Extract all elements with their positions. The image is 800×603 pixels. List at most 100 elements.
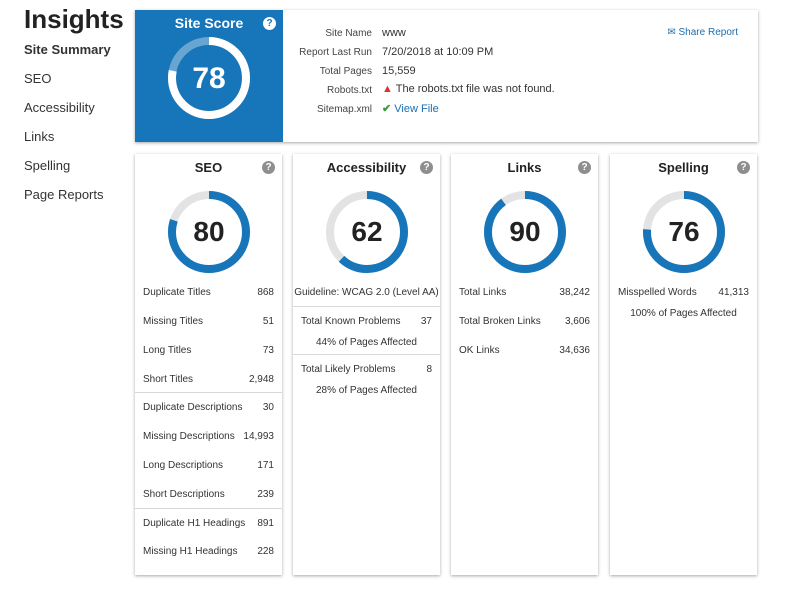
accessibility-score-ring [326, 191, 408, 273]
site-score-panel: Site Score ? 78 [135, 10, 283, 142]
view-file-link[interactable]: View File [394, 103, 439, 115]
share-report-label: Share Report [678, 27, 738, 38]
robots-txt-status: ▲ The robots.txt file was not found. [382, 83, 555, 95]
metric-label: Missing H1 Headings [143, 546, 238, 557]
sitemap-xml-label: Sitemap.xml [316, 104, 372, 115]
metric-row: Short Titles 2,948 [143, 374, 274, 385]
help-icon[interactable]: ? [737, 161, 750, 174]
metric-value: 41,313 [718, 287, 749, 298]
metric-value: 14,993 [243, 431, 274, 442]
metric-label: Total Links [459, 287, 507, 298]
metric-row: Total Likely Problems 8 [301, 364, 432, 375]
help-icon[interactable]: ? [420, 161, 433, 174]
metric-row: Duplicate Descriptions 30 [143, 402, 274, 413]
metric-row: Total Known Problems 37 [301, 316, 432, 327]
spelling-card: Spelling ? 76 Misspelled Words 41,313 100… [610, 154, 757, 575]
metric-value: 868 [257, 287, 274, 298]
accessibility-card-title: Accessibility [326, 160, 407, 175]
links-card: Links ? 90 Total Links 38,242 Total Broke… [451, 154, 598, 575]
sidebar-item-spelling[interactable]: Spelling [24, 158, 71, 173]
metric-row: Short Descriptions 239 [143, 489, 274, 500]
pages-affected-text: 44% of Pages Affected [315, 337, 417, 348]
metric-label: Duplicate Titles [143, 287, 211, 298]
total-pages-label: Total Pages [319, 66, 372, 77]
metric-row: OK Links 34,636 [459, 345, 590, 356]
divider [293, 354, 440, 355]
metric-value: 8 [426, 364, 432, 375]
divider [135, 508, 282, 509]
metric-value: 73 [262, 345, 274, 356]
seo-score-ring [168, 191, 250, 273]
warning-icon: ▲ [382, 83, 393, 95]
metric-row: Long Descriptions 171 [143, 460, 274, 471]
metric-label: Duplicate Descriptions [143, 402, 243, 413]
metric-label: Long Titles [143, 345, 192, 356]
accessibility-ring-progress [326, 191, 408, 273]
spelling-card-title: Spelling [658, 160, 709, 175]
help-icon[interactable]: ? [263, 17, 276, 30]
links-card-title: Links [507, 160, 542, 175]
site-score-ring [168, 37, 250, 119]
metric-label: Short Descriptions [143, 489, 225, 500]
site-name-label: Site Name [325, 28, 372, 39]
metric-value: 30 [262, 402, 274, 413]
share-report-link[interactable]: ✉ Share Report [667, 27, 738, 38]
metric-label: Short Titles [143, 374, 194, 385]
sidebar-item-links[interactable]: Links [24, 129, 55, 144]
metric-label: Total Likely Problems [301, 364, 396, 375]
seo-card: SEO ? 80 Duplicate Titles 868 Missing Tit… [135, 154, 282, 575]
metric-label: Total Known Problems [301, 316, 401, 327]
report-last-run-label: Report Last Run [299, 47, 372, 58]
metric-label: Missing Titles [143, 316, 204, 327]
metric-row: Missing Descriptions 14,993 [143, 431, 274, 442]
seo-score-value: 80 [193, 216, 225, 247]
metric-label: Misspelled Words [618, 287, 697, 298]
help-icon[interactable]: ? [578, 161, 591, 174]
metric-row: Total Links 38,242 [459, 287, 590, 298]
metric-label: OK Links [459, 345, 500, 356]
metric-label: Total Broken Links [459, 316, 541, 327]
sidebar-item-accessibility[interactable]: Accessibility [24, 100, 95, 115]
metric-label: Missing Descriptions [143, 431, 235, 442]
metric-value: 228 [257, 546, 274, 557]
spelling-score-value: 76 [668, 216, 700, 247]
pages-affected-text: 100% of Pages Affected [630, 308, 737, 319]
app-title: Insights [24, 4, 124, 34]
checkmark-icon: ✔ [382, 103, 392, 115]
links-score-ring [484, 191, 566, 273]
metric-row: Total Broken Links 3,606 [459, 316, 590, 327]
sidebar-item-page-reports[interactable]: Page Reports [24, 187, 104, 202]
metric-label: Long Descriptions [143, 460, 224, 471]
metric-value: 239 [257, 489, 274, 500]
site-score-title: Site Score [174, 15, 244, 31]
robots-txt-label: Robots.txt [326, 85, 372, 96]
metric-row: Missing Titles 51 [143, 316, 274, 327]
metric-value: 2,948 [248, 374, 274, 385]
metric-row: Misspelled Words 41,313 [618, 287, 749, 298]
spelling-ring-progress [643, 191, 725, 273]
total-pages-value: 15,559 [382, 65, 416, 77]
site-score-value: 78 [192, 62, 226, 95]
pages-affected-text: 28% of Pages Affected [315, 385, 417, 396]
metric-value: 891 [257, 518, 274, 529]
accessibility-card: Accessibility ? 62 Guideline: WCAG 2.0 (… [293, 154, 440, 575]
seo-ring-progress [168, 191, 250, 273]
spelling-score-ring [643, 191, 725, 273]
links-score-value: 90 [509, 216, 541, 247]
metric-row: Long Titles 73 [143, 345, 274, 356]
sitemap-xml-status: ✔ View File [382, 102, 439, 115]
envelope-icon: ✉ [667, 27, 676, 38]
metric-value: 3,606 [564, 316, 590, 327]
site-score-ring-progress [168, 37, 250, 119]
metric-value: 38,242 [559, 287, 590, 298]
metric-row: Duplicate H1 Headings 891 [143, 518, 274, 529]
metric-value: 171 [257, 460, 274, 471]
robots-txt-value: The robots.txt file was not found. [395, 83, 555, 95]
divider [293, 306, 440, 307]
metric-value: 34,636 [559, 345, 590, 356]
help-icon[interactable]: ? [262, 161, 275, 174]
sidebar-item-site-summary[interactable]: Site Summary [24, 42, 111, 57]
sidebar-item-seo[interactable]: SEO [24, 71, 52, 86]
guideline-text: Guideline: WCAG 2.0 (Level AA) [294, 287, 439, 298]
sidebar-nav: Site Summary SEO Accessibility Links Spe… [24, 42, 111, 216]
